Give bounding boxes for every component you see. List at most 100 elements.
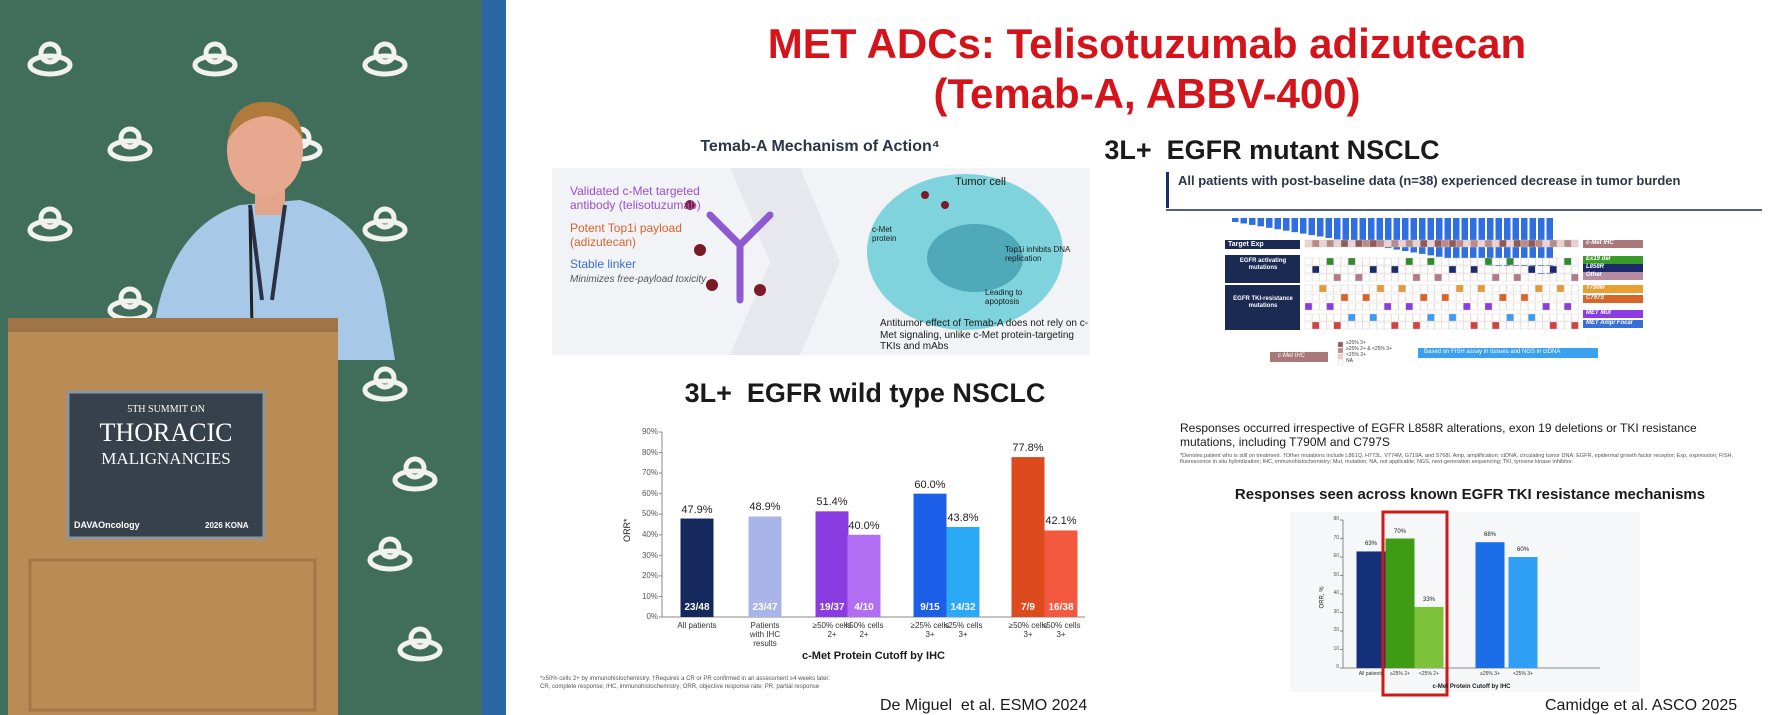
heatmap-cell	[1369, 284, 1378, 293]
heatmap-cell	[1405, 313, 1414, 322]
bar-inner-label: 4/10	[854, 602, 874, 613]
logo	[403, 456, 427, 480]
heatmap-cell	[1556, 284, 1565, 293]
heatmap-cell	[1405, 302, 1414, 311]
legend-swatch	[1583, 310, 1643, 318]
heatmap-cell	[1355, 302, 1363, 311]
heatmap-cell	[1470, 265, 1478, 274]
heatmap-cell	[1463, 239, 1471, 248]
logo	[118, 286, 142, 310]
value-label: 42.1%	[1045, 515, 1077, 528]
heatmap-cell	[1455, 302, 1464, 311]
logo	[27, 218, 73, 242]
legend-label: T790M	[1586, 285, 1605, 291]
x-tick-label: <25% 3+	[1512, 671, 1534, 677]
waterfall-bar	[1334, 218, 1341, 240]
heatmap-cell	[1369, 321, 1378, 330]
heatmap-cell	[1506, 313, 1514, 322]
heatmap-cell	[1398, 313, 1406, 322]
heatmap-cell	[1491, 313, 1500, 322]
heatmap-cell	[1311, 257, 1320, 266]
heatmap-cell	[1520, 321, 1529, 330]
heatmap-cell	[1470, 321, 1478, 330]
heatmap-cell	[1355, 273, 1363, 282]
heatmap-cell	[1326, 313, 1334, 322]
legend-swatch	[1583, 295, 1643, 303]
heatmap-cell	[1441, 313, 1450, 322]
y-tick-label: 50	[1333, 571, 1339, 578]
heatmap-cell	[1563, 239, 1572, 248]
waterfall-bar	[1385, 218, 1392, 249]
heatmap-cell	[1427, 239, 1435, 248]
heatmap-cell	[1520, 257, 1529, 266]
heatmap-cell	[1340, 257, 1349, 266]
heatmap-cell	[1513, 313, 1522, 322]
heatmap-cell	[1326, 293, 1334, 302]
x-tick-label: <50% cells 2+	[844, 621, 884, 640]
heatmap-cell	[1549, 284, 1558, 293]
heatmap-cell	[1455, 284, 1464, 293]
bar-inner-label: 9/15	[920, 602, 940, 613]
heatmap-cell	[1477, 321, 1486, 330]
x-tick-label: <25% cells 3+	[943, 621, 983, 640]
heatmap-cell	[1383, 321, 1392, 330]
summary: All patients with post-baseline data (n=…	[1178, 173, 1681, 188]
legend-label: C797S	[1586, 295, 1605, 301]
heatmap-cell	[1412, 239, 1421, 248]
heatmap-cell	[1412, 321, 1421, 330]
row-label: EGFR TKI-resistance mutations	[1233, 296, 1293, 309]
logo	[373, 366, 397, 390]
heatmap-cell	[1347, 313, 1356, 322]
cell-label: Leading to apoptosis	[985, 288, 1023, 307]
x-axis-title: c-Met Protein Cutoff by IHC	[802, 650, 945, 662]
heatmap-cell	[1455, 257, 1464, 266]
heatmap-cell	[1340, 284, 1349, 293]
heatmap-cell	[1556, 257, 1565, 266]
waterfall-bar	[1368, 218, 1375, 246]
heatmap-cell	[1470, 284, 1478, 293]
heatmap-cell	[1383, 265, 1392, 274]
heatmap-cell	[1491, 273, 1500, 282]
heatmap-cell	[1556, 313, 1565, 322]
heatmap-cell	[1333, 313, 1342, 322]
heatmap-cell	[1419, 265, 1428, 274]
heatmap-cell	[1376, 273, 1385, 282]
waterfall-bar	[1232, 218, 1239, 222]
heatmap-cell	[1362, 257, 1370, 266]
heatmap-cell	[1549, 257, 1558, 266]
heatmap-cell	[1311, 313, 1320, 322]
value-label: 33%	[1422, 596, 1435, 603]
heatmap-cell	[1362, 302, 1370, 311]
podium-sign	[66, 390, 266, 540]
ihc-level: <25% 2+	[1346, 352, 1367, 358]
heatmap-cell	[1319, 239, 1327, 248]
heatmap-cell	[1319, 321, 1327, 330]
heatmap-cell	[1520, 293, 1529, 302]
bar	[815, 511, 849, 617]
heatmap-cell	[1556, 293, 1565, 302]
heatmap-cell	[1506, 257, 1514, 266]
y-tick-label: 30%	[641, 550, 658, 560]
highlight-box	[1381, 510, 1449, 697]
heatmap-cell	[1376, 265, 1385, 274]
heatmap-cell	[1477, 239, 1486, 248]
heatmap-cell	[1326, 284, 1334, 293]
legend-label: MET Amp/ Focal	[1586, 320, 1633, 326]
heatmap-cell	[1304, 239, 1313, 248]
heatmap-cell	[1419, 257, 1428, 266]
value-label: 47.9%	[681, 503, 713, 516]
bar-inner-label: 16/38	[1048, 602, 1074, 613]
waterfall-bar	[1274, 218, 1281, 230]
legend-label: MET Mut	[1586, 310, 1611, 316]
heatmap-cell	[1391, 293, 1399, 302]
heatmap-cell	[1513, 273, 1522, 282]
heatmap-cell	[1311, 293, 1320, 302]
heatmap-cell	[1405, 239, 1414, 248]
payload	[941, 201, 949, 209]
summary-rule	[1166, 172, 1169, 208]
heatmap-cell	[1391, 313, 1399, 322]
x-tick-label: ≥25% 2+	[1390, 671, 1410, 677]
value-label: 40.0%	[848, 519, 880, 532]
heatmap-cell	[1549, 302, 1558, 311]
heatmap-cell	[1470, 293, 1478, 302]
